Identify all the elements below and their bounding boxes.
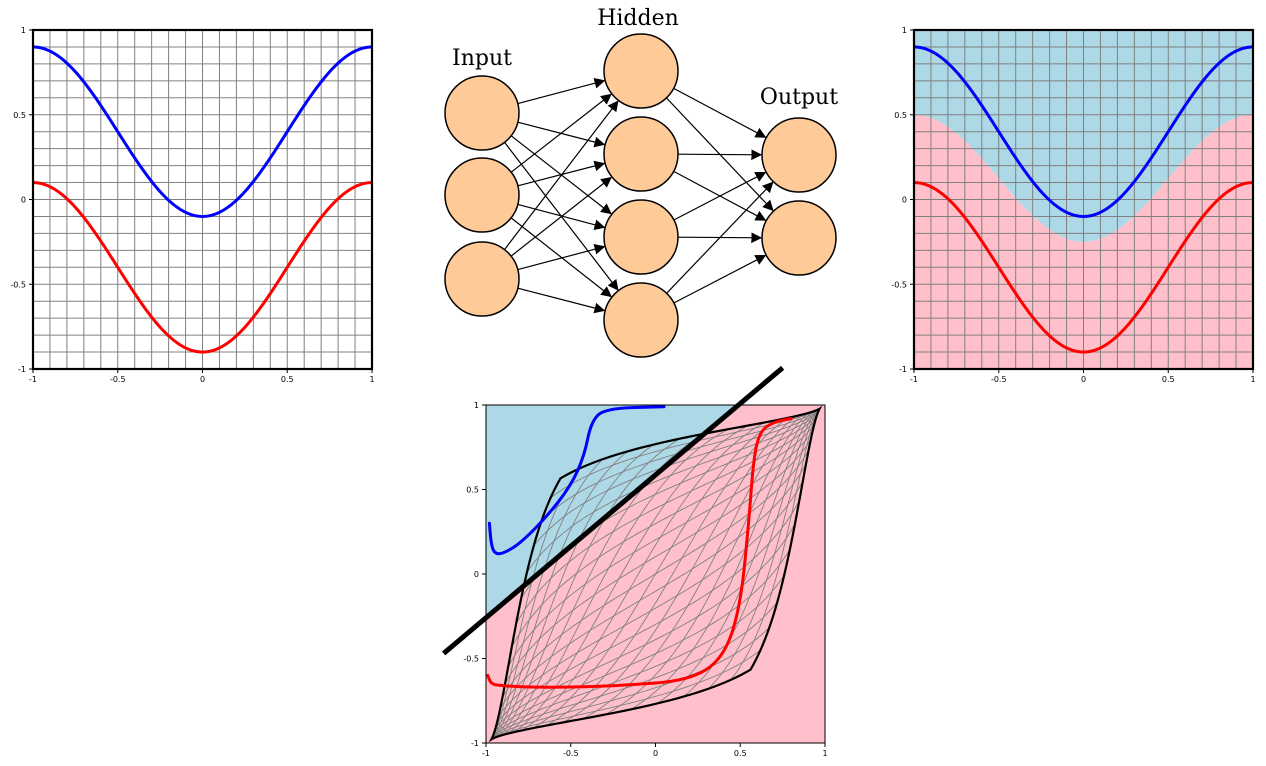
b-warped-grid-line [630, 411, 813, 710]
b-warped-grid-line [708, 409, 819, 690]
original-curves-plot: -1 -0.5 0 0.5 1 1 0.5 0 -0.5 -1 [10, 26, 374, 384]
b-separator-line [442, 365, 785, 656]
b-y-tick-label: -1 [471, 739, 479, 748]
input-node [444, 241, 520, 317]
hidden-node [603, 33, 679, 109]
tl-x-tick-label: -0.5 [110, 375, 126, 384]
b-warped-grid-line [526, 413, 818, 573]
tl-x-tick-label: 0.5 [281, 375, 294, 384]
tr-series-blue [914, 45, 1253, 218]
b-series-red [486, 417, 793, 689]
tr-x-tick-label: -1 [910, 375, 918, 384]
tr-x-tick-label: 0.5 [1162, 375, 1175, 384]
network-edge [510, 93, 612, 173]
input-layer-label: Input [452, 46, 512, 71]
b-warped-grid-line [545, 417, 790, 726]
input-node [444, 157, 520, 233]
b-warped-grid-line [515, 419, 816, 625]
hidden-node [603, 116, 679, 192]
b-warped-grid-line [511, 424, 815, 648]
input-node [444, 75, 520, 151]
network-edge [673, 87, 767, 138]
tl-y-tick-label: -1 [18, 365, 26, 374]
b-warped-grid-line [562, 415, 798, 723]
tl-y-tick-label: -0.5 [10, 280, 26, 289]
transformed-space-plot: -1 -0.5 0 0.5 1 1 0.5 0 -0.5 -1 [442, 365, 828, 758]
hidden-node [603, 199, 679, 275]
tr-x-tick-label: 0 [1081, 375, 1086, 384]
b-warped-grid-line [533, 411, 819, 547]
b-x-tick-label: 0.5 [734, 749, 747, 758]
tr-series-red [914, 181, 1253, 354]
tr-x-tick-label: -0.5 [991, 375, 1007, 384]
tr-y-tick-label: 0 [902, 196, 907, 205]
network-edge [517, 243, 606, 271]
b-x-tick-label: -0.5 [563, 749, 579, 758]
b-x-tick-label: 0 [653, 749, 658, 758]
network-edge [504, 100, 619, 250]
tl-series-blue [33, 45, 372, 218]
b-warped-grid-line [656, 410, 815, 704]
network-edge [666, 181, 774, 294]
network-edges [504, 77, 774, 314]
network-edge [517, 287, 606, 314]
tl-x-tick-label: 0 [200, 375, 205, 384]
b-y-tick-label: 0 [474, 570, 479, 579]
tl-y-tick-label: 0.5 [13, 111, 26, 120]
hidden-layer-label: Hidden [597, 6, 679, 31]
neural-network-diagram: Input Hidden Output [444, 6, 838, 358]
network-edge [517, 77, 606, 105]
network-nodes [444, 33, 837, 358]
output-layer-label: Output [760, 85, 838, 110]
tl-y-tick-label: 1 [21, 26, 26, 35]
hidden-node [603, 282, 679, 358]
network-edge [510, 176, 612, 257]
network-edge [510, 217, 612, 298]
b-warped-grid-line [501, 450, 810, 698]
classified-curves-plot: -1 -0.5 0 0.5 1 1 0.5 0 -0.5 -1 [891, 26, 1255, 384]
b-y-tick-label: -0.5 [463, 655, 479, 664]
network-edge [517, 160, 606, 187]
tr-y-tick-label: 1 [902, 26, 907, 35]
b-x-tick-label: 1 [822, 749, 827, 758]
tl-x-tick-label: 1 [369, 375, 374, 384]
b-x-tick-label: -1 [482, 749, 490, 758]
network-edge [517, 203, 606, 231]
tr-y-tick-label: -1 [899, 365, 907, 374]
tr-y-tick-label: 0.5 [894, 111, 907, 120]
b-y-tick-label: 0.5 [466, 486, 479, 495]
output-node [761, 117, 837, 193]
output-node [761, 200, 837, 276]
b-y-tick-label: 1 [474, 401, 479, 410]
tl-x-tick-label: -1 [29, 375, 37, 384]
b-warped-grid-line [507, 430, 813, 668]
tr-y-tick-label: -0.5 [891, 280, 907, 289]
network-edge [673, 254, 767, 304]
tr-x-tick-label: 1 [1250, 375, 1255, 384]
tl-y-tick-label: 0 [21, 196, 26, 205]
b-warped-outline [488, 405, 823, 743]
network-edge [673, 171, 767, 221]
b-warped-grid-line [504, 439, 812, 685]
b-series-blue [487, 405, 666, 556]
network-edge [677, 149, 763, 161]
tl-series-red [33, 181, 372, 354]
